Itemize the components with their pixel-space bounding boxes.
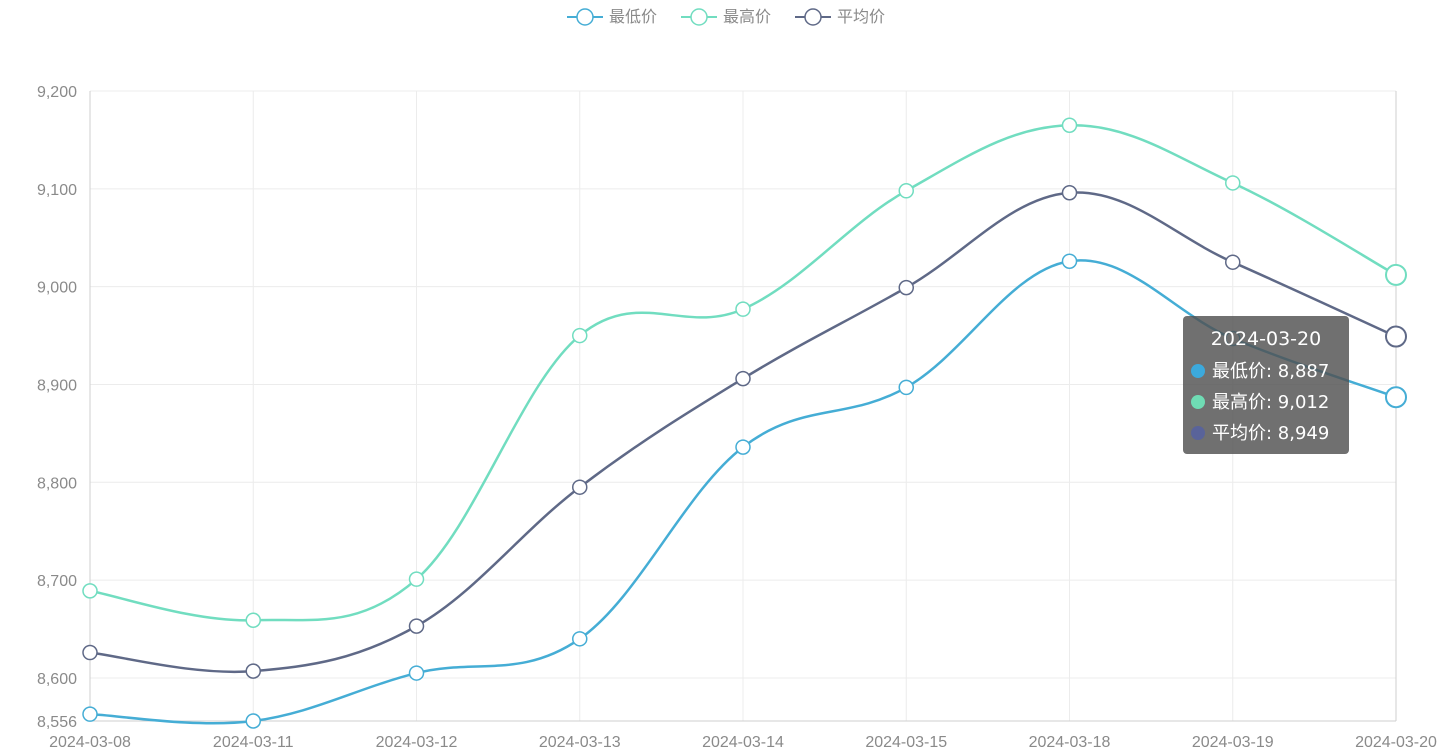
series-low	[82, 253, 1407, 729]
point-avg-3[interactable]	[572, 479, 588, 495]
series-high	[82, 117, 1407, 628]
point-high-2[interactable]	[408, 571, 425, 587]
y-tick-label-4: 8,900	[37, 377, 77, 394]
point-low-0[interactable]	[82, 706, 98, 722]
point-high-4[interactable]	[735, 301, 751, 317]
point-high-1[interactable]	[245, 612, 261, 628]
point-low-4[interactable]	[735, 439, 751, 455]
tooltip-label-low: 最低价: 8,887	[1212, 361, 1330, 382]
x-tick-label-4: 2024-03-14	[702, 734, 784, 751]
point-avg-1[interactable]	[245, 663, 261, 679]
legend-label-low: 最低价	[609, 7, 657, 26]
point-avg-8[interactable]	[1385, 325, 1407, 348]
point-low-8[interactable]	[1385, 386, 1407, 409]
point-avg-4[interactable]	[735, 370, 751, 387]
series-avg	[82, 184, 1407, 679]
legend-marker-low	[576, 8, 594, 26]
x-tick-label-3: 2024-03-13	[539, 734, 621, 751]
y-tick-label-5: 9,000	[37, 280, 77, 297]
point-avg-6[interactable]	[1061, 184, 1078, 201]
point-low-2[interactable]	[408, 665, 425, 681]
point-avg-2[interactable]	[408, 618, 425, 634]
legend-item-low[interactable]: 最低价	[567, 7, 657, 26]
tooltip-title: 2024-03-20	[1210, 328, 1322, 350]
x-tick-label-0: 2024-03-08	[49, 734, 131, 751]
point-low-5[interactable]	[898, 379, 914, 396]
tooltip-dot-low	[1191, 364, 1205, 378]
point-low-6[interactable]	[1061, 253, 1078, 269]
y-tick-label-0: 8,556	[37, 714, 77, 731]
legend-label-high: 最高价	[723, 7, 771, 26]
tooltip-row-avg: 平均价: 8,949	[1191, 418, 1341, 449]
x-tick-label-7: 2024-03-19	[1192, 734, 1274, 751]
point-low-1[interactable]	[245, 713, 261, 729]
point-high-5[interactable]	[898, 183, 914, 199]
legend-label-avg: 平均价	[837, 7, 885, 26]
x-tick-label-2: 2024-03-12	[376, 734, 458, 751]
tooltip-dot-high	[1191, 395, 1205, 409]
x-tick-label-8: 2024-03-20	[1355, 734, 1437, 751]
tooltip-label-avg: 平均价: 8,949	[1212, 423, 1330, 444]
point-low-3[interactable]	[572, 631, 588, 647]
y-tick-label-3: 8,800	[37, 475, 77, 492]
point-high-7[interactable]	[1225, 175, 1241, 191]
tooltip-row-high: 最高价: 9,012	[1191, 387, 1341, 418]
tooltip-label-high: 最高价: 9,012	[1212, 392, 1330, 413]
legend-item-avg[interactable]: 平均价	[795, 7, 885, 26]
point-avg-0[interactable]	[82, 644, 98, 661]
point-high-3[interactable]	[572, 327, 588, 344]
legend-marker-high	[690, 8, 708, 26]
legend-marker-avg	[804, 8, 822, 26]
y-tick-label-1: 8,600	[37, 671, 77, 688]
point-avg-7[interactable]	[1225, 254, 1241, 270]
tooltip: 2024-03-20 最低价: 8,887 最高价: 9,012 平均价: 8,…	[1183, 316, 1349, 454]
point-high-8[interactable]	[1385, 263, 1407, 286]
tooltip-dot-avg	[1191, 426, 1205, 440]
point-avg-5[interactable]	[898, 279, 914, 296]
point-high-6[interactable]	[1061, 117, 1078, 133]
legend-item-high[interactable]: 最高价	[681, 7, 771, 26]
x-tick-label-6: 2024-03-18	[1029, 734, 1111, 751]
y-tick-label-7: 9,200	[37, 84, 77, 101]
tooltip-row-low: 最低价: 8,887	[1191, 356, 1341, 387]
point-high-0[interactable]	[82, 583, 98, 599]
x-tick-label-1: 2024-03-11	[213, 734, 294, 751]
y-tick-label-2: 8,700	[37, 573, 77, 590]
y-tick-label-6: 9,100	[37, 182, 77, 199]
x-tick-label-5: 2024-03-15	[865, 734, 947, 751]
